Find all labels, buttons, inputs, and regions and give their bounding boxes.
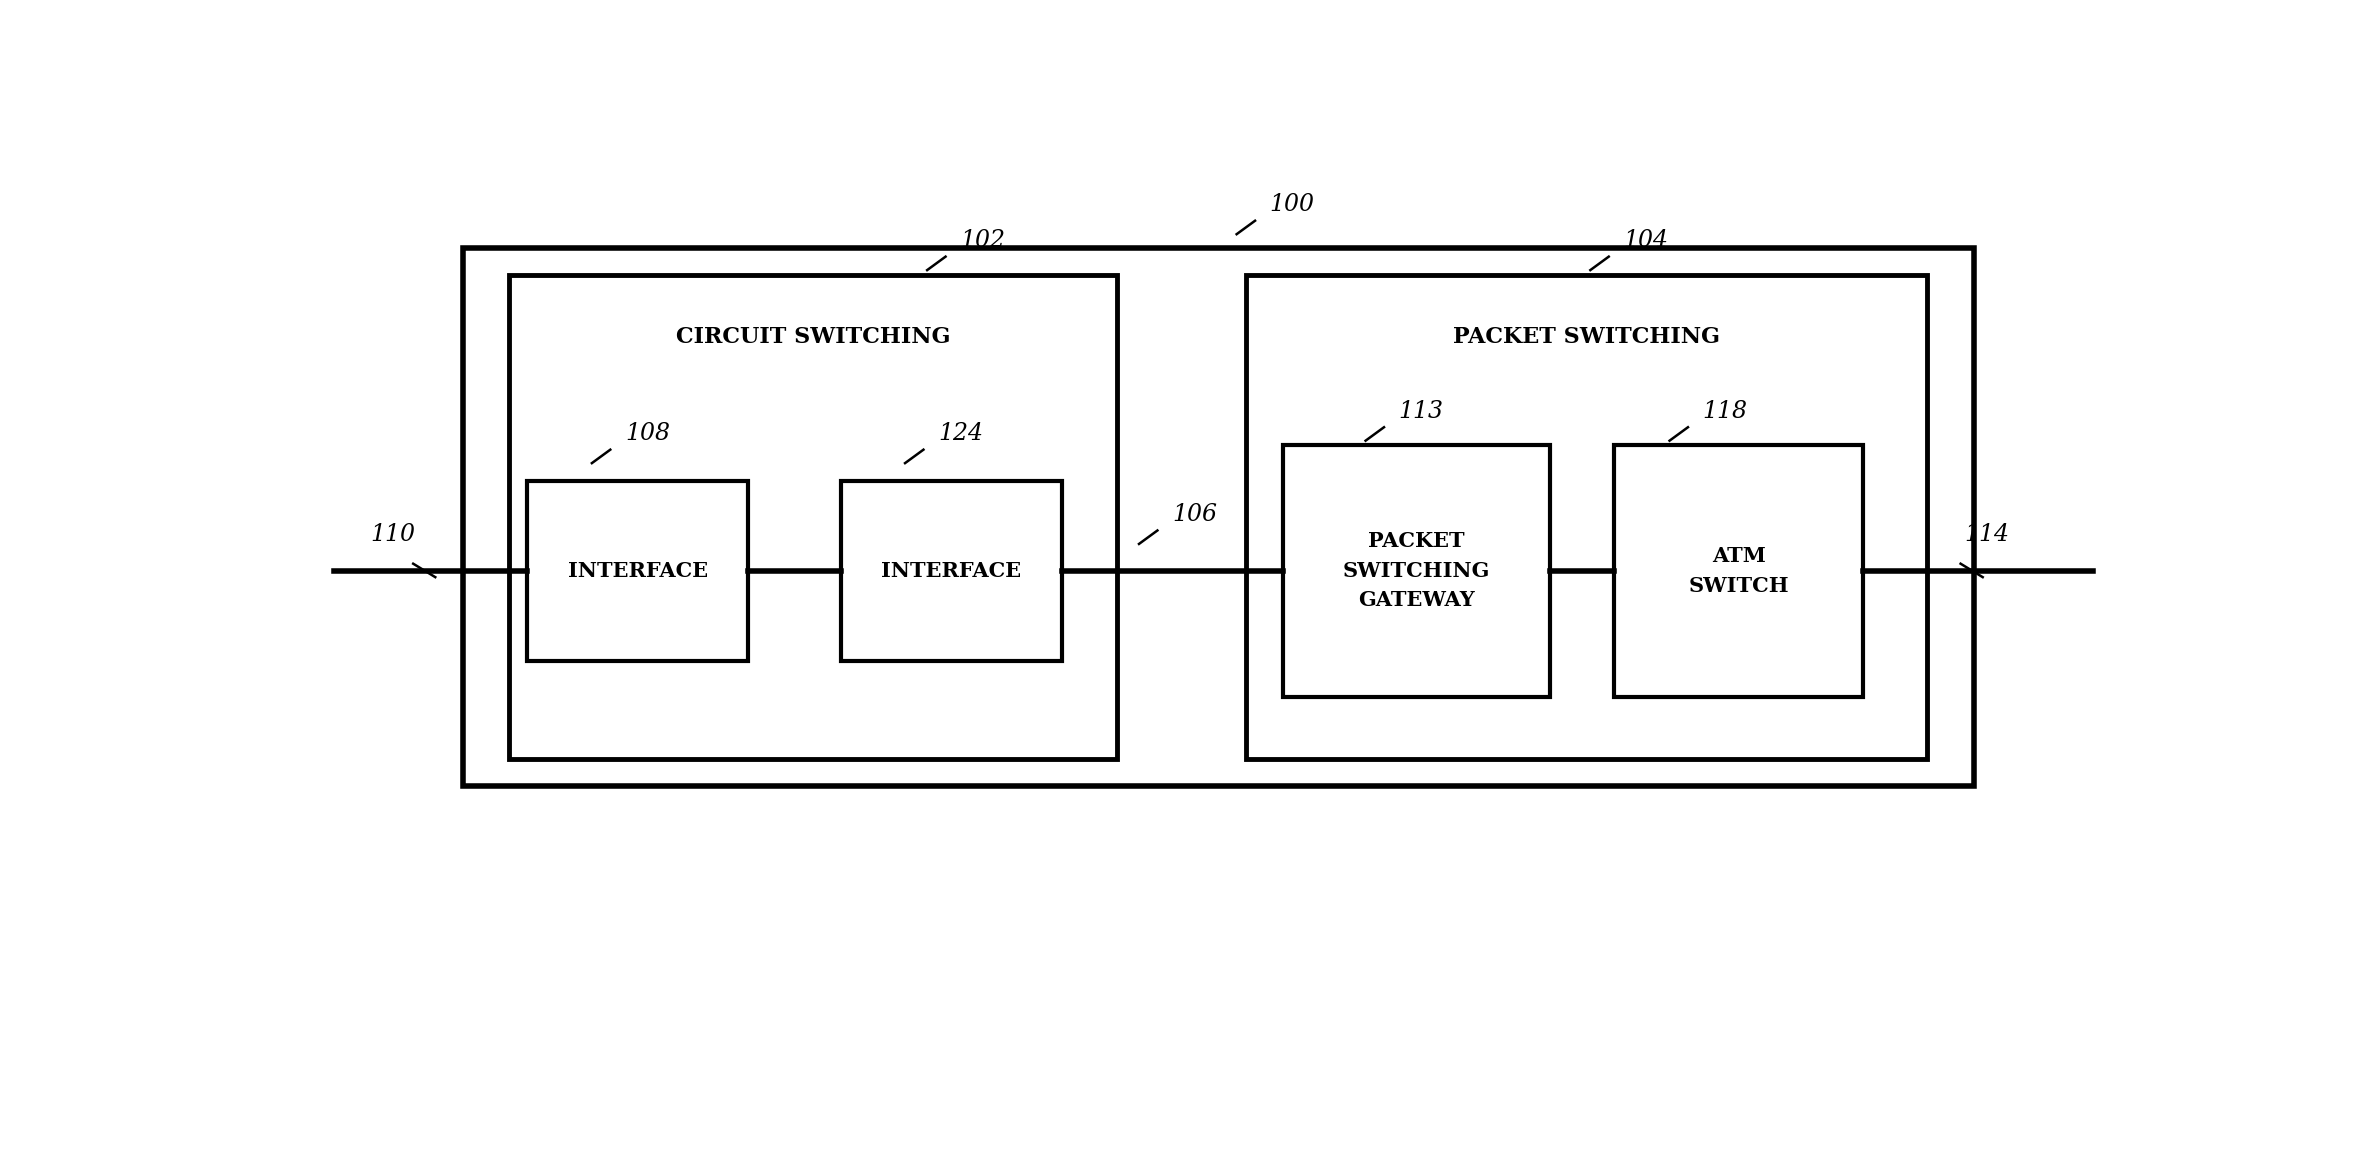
Text: 110: 110	[371, 522, 416, 546]
Bar	[1246, 275, 1928, 759]
Bar	[841, 482, 1063, 661]
Text: 118: 118	[1702, 400, 1747, 423]
Text: 114: 114	[1963, 522, 2009, 546]
Bar	[1284, 445, 1550, 696]
Text: CIRCUIT SWITCHING: CIRCUIT SWITCHING	[675, 326, 951, 349]
Text: 113: 113	[1398, 400, 1443, 423]
Bar	[509, 275, 1117, 759]
Text: 108: 108	[625, 422, 670, 445]
Bar	[528, 482, 749, 661]
Bar	[464, 247, 1973, 786]
Text: 104: 104	[1623, 230, 1669, 252]
Text: 102: 102	[960, 230, 1005, 252]
Text: 124: 124	[939, 422, 984, 445]
Text: 106: 106	[1172, 503, 1217, 526]
Text: 100: 100	[1269, 194, 1314, 216]
Bar	[1614, 445, 1864, 696]
Text: INTERFACE: INTERFACE	[882, 561, 1022, 581]
Text: PACKET
SWITCHING
GATEWAY: PACKET SWITCHING GATEWAY	[1343, 532, 1490, 611]
Text: PACKET SWITCHING: PACKET SWITCHING	[1452, 326, 1721, 349]
Text: INTERFACE: INTERFACE	[568, 561, 708, 581]
Text: ATM
SWITCH: ATM SWITCH	[1688, 546, 1790, 596]
